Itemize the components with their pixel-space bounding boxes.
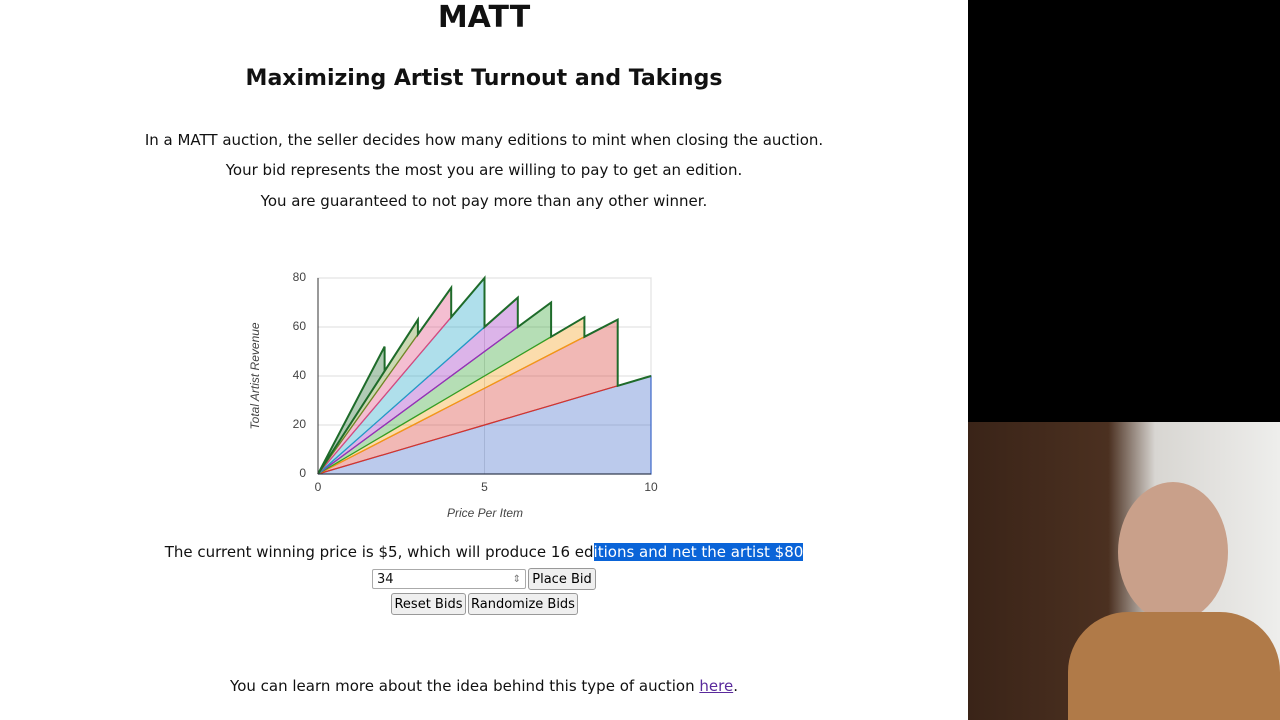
footer: You can learn more about the idea behind… bbox=[0, 677, 968, 695]
y-tick-label: 0 bbox=[299, 466, 306, 480]
bid-value: 34 bbox=[377, 572, 394, 587]
status: The current winning price is $5, which w… bbox=[0, 543, 968, 561]
intro-line: You are guaranteed to not pay more than … bbox=[260, 192, 708, 210]
intro-line: In a MATT auction, the seller decides ho… bbox=[144, 131, 824, 149]
status-text: The current winning price is $5, which w… bbox=[164, 543, 594, 561]
subtitle: Maximizing Artist Turnout and Takings bbox=[245, 66, 723, 91]
area bbox=[317, 275, 652, 475]
chart: Total Artist Revenue Price Per Item 0 20 4… bbox=[248, 270, 658, 520]
x-axis-label: Price Per Item bbox=[447, 506, 523, 520]
black-panel bbox=[968, 0, 1280, 422]
footer-text: You can learn more about the idea behind… bbox=[230, 677, 700, 695]
webcam bbox=[968, 422, 1280, 720]
y-tick-label: 40 bbox=[293, 368, 307, 382]
reset-bids-button[interactable]: Reset Bids bbox=[391, 593, 466, 615]
x-tick-label: 5 bbox=[481, 480, 488, 494]
link[interactable]: here bbox=[699, 677, 734, 695]
bid-input[interactable]: 34 ⇕ bbox=[372, 569, 526, 589]
footer-end: . bbox=[733, 677, 738, 695]
x-tick-label: 0 bbox=[315, 480, 322, 494]
x-tick-label: 10 bbox=[644, 480, 658, 494]
title: MATT bbox=[437, 0, 531, 35]
y-axis-label: Total Artist Revenue bbox=[248, 322, 262, 429]
intro-line: Your bid represents the most you are wil… bbox=[225, 161, 743, 179]
webcam-body bbox=[1068, 612, 1280, 720]
randomize-bids-button[interactable]: Randomize Bids bbox=[468, 593, 578, 615]
webcam-face bbox=[1118, 482, 1228, 622]
y-tick-label: 80 bbox=[293, 270, 307, 284]
status-selected: itions and net the artist $80 bbox=[593, 543, 804, 561]
y-tick-label: 60 bbox=[293, 319, 307, 333]
spinner[interactable]: ⇕ bbox=[512, 574, 521, 585]
y-tick-label: 20 bbox=[293, 417, 307, 431]
place-bid-button[interactable]: Place Bid bbox=[528, 568, 596, 590]
